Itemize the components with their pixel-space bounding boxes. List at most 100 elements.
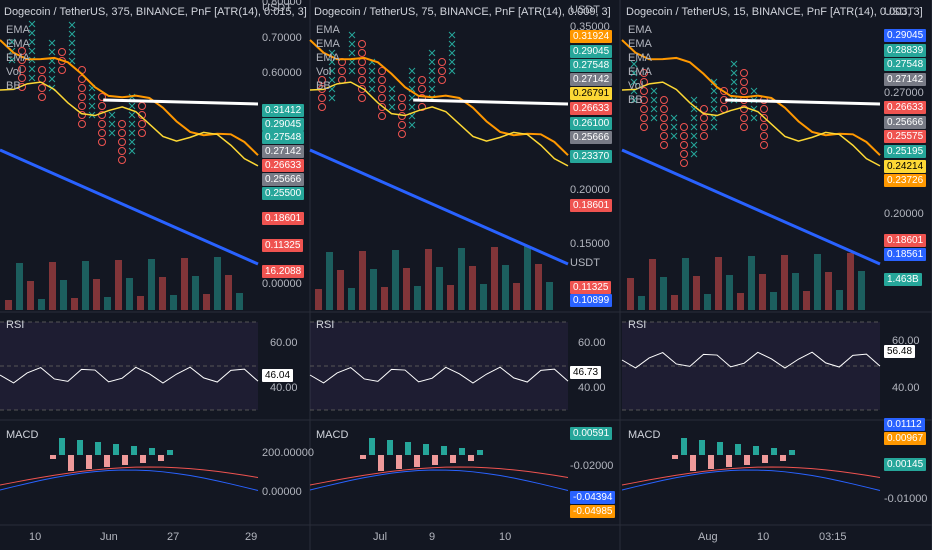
volume-bar <box>781 255 788 310</box>
legend-item: EMA <box>628 38 652 50</box>
pnf-o <box>98 129 106 137</box>
pnf-o <box>358 58 366 66</box>
price-tag: 0.18561 <box>884 248 927 261</box>
pnf-o <box>700 123 708 131</box>
pnf-x <box>88 93 96 101</box>
volume-bar <box>403 268 410 310</box>
macd-hist <box>369 438 375 455</box>
macd-hist <box>378 455 384 471</box>
pnf-x <box>88 102 96 110</box>
volume-bar <box>693 276 700 310</box>
volume-bar <box>858 271 865 310</box>
legend-item: BB <box>6 80 21 92</box>
pnf-o <box>318 76 326 84</box>
volume-bar <box>682 258 689 310</box>
volume-bar <box>535 264 542 310</box>
macd-hist <box>158 455 164 461</box>
volume-bar <box>315 289 322 310</box>
pnf-o <box>138 129 146 137</box>
volume-bar <box>524 246 531 310</box>
pnf-x <box>388 94 396 102</box>
volume-bar <box>836 290 843 310</box>
pnf-o <box>378 85 386 93</box>
bb-line <box>0 148 259 266</box>
pnf-x <box>408 76 416 84</box>
pnf-x <box>690 114 698 122</box>
price-tag: 0.11325 <box>262 239 304 252</box>
pnf-o <box>418 76 426 84</box>
price-tag: 0.10899 <box>570 294 613 307</box>
volume-bar <box>414 286 421 310</box>
pnf-o <box>78 93 86 101</box>
pnf-x <box>750 87 758 95</box>
macd-hist <box>405 442 411 455</box>
pnf-o <box>438 67 446 75</box>
macd-tag: -0.04394 <box>570 491 616 504</box>
pnf-o <box>78 120 86 128</box>
pnf-o <box>760 132 768 140</box>
macd-hist <box>86 455 92 469</box>
pnf-x <box>328 58 336 66</box>
pnf-o <box>98 93 106 101</box>
axis-label: 0.80000 <box>262 0 302 8</box>
legend-item: EMA <box>6 24 30 36</box>
price-tag: 0.25575 <box>884 130 927 143</box>
macd-hist <box>113 444 119 455</box>
volume-bar <box>491 247 498 310</box>
pnf-o <box>358 94 366 102</box>
volume-bar <box>671 295 678 310</box>
legend-item: EMA <box>316 38 340 50</box>
pnf-x <box>710 105 718 113</box>
macd-hist <box>441 446 447 455</box>
time-label: 10 <box>499 531 512 543</box>
pnf-o <box>398 130 406 138</box>
pnf-o <box>740 69 748 77</box>
pnf-o <box>700 114 708 122</box>
pnf-x <box>448 49 456 57</box>
pnf-o <box>318 94 326 102</box>
pnf-x <box>670 123 678 131</box>
pnf-x <box>730 87 738 95</box>
pnf-x <box>68 48 76 56</box>
rsi-value: 46.73 <box>570 366 602 379</box>
pnf-o <box>740 78 748 86</box>
pnf-x <box>48 39 56 47</box>
macd-tick: -0.01000 <box>884 493 928 505</box>
pnf-x <box>650 105 658 113</box>
pnf-o <box>78 102 86 110</box>
pnf-x <box>68 30 76 38</box>
pnf-x <box>8 56 16 64</box>
volume-bar <box>203 294 210 310</box>
volume-bar <box>715 257 722 310</box>
legend-item: Vol <box>628 80 644 92</box>
legend-item: EMA <box>6 38 30 50</box>
volume-bar <box>480 284 487 310</box>
time-label: 27 <box>167 531 180 543</box>
pnf-o <box>378 67 386 75</box>
ema-line <box>309 81 569 167</box>
macd-label: MACD <box>628 429 661 441</box>
price-tag: 0.24214 <box>884 160 927 173</box>
pnf-x <box>650 114 658 122</box>
pnf-x <box>128 138 136 146</box>
pnf-o <box>680 132 688 140</box>
time-label: 29 <box>245 531 258 543</box>
legend-item: BB <box>316 80 331 92</box>
volume-bar <box>770 292 777 310</box>
pnf-x <box>48 75 56 83</box>
volume-bar <box>93 279 100 310</box>
volume-bar <box>814 254 821 310</box>
axis-label: 0.20000 <box>884 208 924 220</box>
pnf-o <box>740 87 748 95</box>
pnf-o <box>700 132 708 140</box>
pnf-o <box>118 120 126 128</box>
rsi-tick: 60.00 <box>578 337 606 349</box>
volume-bar <box>49 262 56 310</box>
price-tag: 0.25195 <box>884 145 927 158</box>
macd-hist <box>717 442 723 455</box>
volume-bar <box>38 299 45 310</box>
macd-hist <box>744 455 750 465</box>
macd-hist <box>681 438 687 455</box>
volume-bar <box>447 285 454 310</box>
pnf-x <box>690 96 698 104</box>
